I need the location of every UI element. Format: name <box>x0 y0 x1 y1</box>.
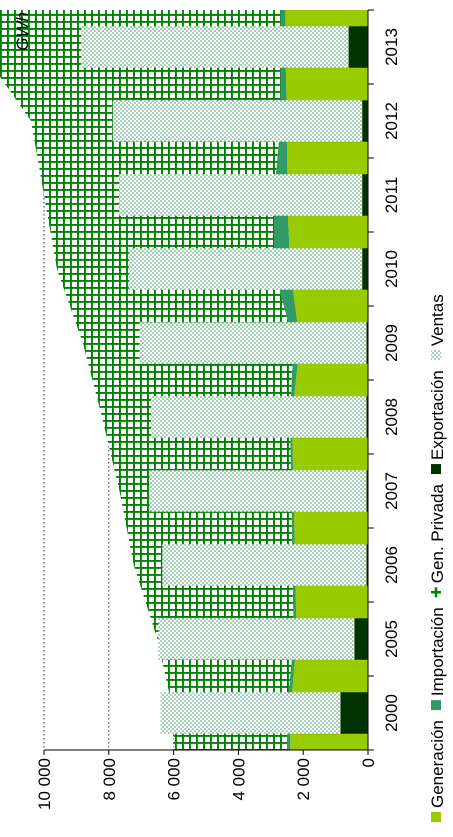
legend-label-ventas: Ventas <box>428 294 447 346</box>
value-tick-label-10000: 10 000 <box>35 758 54 810</box>
bar-exportacion-2007 <box>366 470 368 512</box>
value-tick-label-4000: 4 000 <box>229 758 248 801</box>
bar-ventas-2000 <box>160 692 341 734</box>
legend-swatch-generacion <box>431 812 441 822</box>
category-label-2009: 2009 <box>382 324 401 362</box>
bar-ventas-2011 <box>119 174 363 216</box>
bar-exportacion-2013 <box>348 26 368 68</box>
legend-label-generacion: Generación <box>428 720 447 808</box>
category-label-2005: 2005 <box>382 620 401 658</box>
category-label-2010: 2010 <box>382 250 401 288</box>
bar-exportacion-2008 <box>366 396 368 438</box>
bar-exportacion-2005 <box>354 618 368 660</box>
value-tick-label-6000: 6 000 <box>165 758 184 801</box>
legend-label-gen-privada: Gen. Privada <box>428 484 447 584</box>
axes: 2000 2005 2006 2007 2008 2009 2010 2011 2012 2013… <box>35 9 401 810</box>
legend-swatch-importacion <box>431 700 441 711</box>
value-tick-label-8000: 8 000 <box>100 758 119 801</box>
legend-swatch-gen-privada <box>431 587 441 598</box>
bar-ventas-2009 <box>139 322 367 364</box>
category-label-2007: 2007 <box>382 472 401 510</box>
bar-exportacion-2012 <box>362 100 368 142</box>
bar-ventas-2006 <box>162 544 367 586</box>
bar-exportacion-2006 <box>366 544 368 586</box>
category-label-2013: 2013 <box>382 28 401 66</box>
bar-exportacion-2010 <box>362 248 368 290</box>
category-label-2011: 2011 <box>382 177 401 214</box>
bar-series <box>81 26 368 734</box>
category-label-2008: 2008 <box>382 398 401 436</box>
bar-ventas-2013 <box>81 26 349 68</box>
legend-label-exportacion: Exportación <box>428 370 447 460</box>
legend: Generación Importación Gen. Privada Exporta… <box>428 294 447 822</box>
bar-ventas-2010 <box>128 248 363 290</box>
legend-swatch-exportacion <box>431 464 441 475</box>
value-tick-label-0: 0 <box>359 758 378 767</box>
legend-swatch-ventas <box>431 350 441 361</box>
bar-ventas-2008 <box>150 396 367 438</box>
bar-exportacion-2009 <box>366 322 368 364</box>
value-tick-label-2000: 2 000 <box>294 758 313 801</box>
category-label-2006: 2006 <box>382 546 401 584</box>
legend-label-importacion: Importación <box>428 607 447 696</box>
bar-exportacion-2000 <box>340 692 368 734</box>
bar-ventas-2012 <box>112 100 363 142</box>
category-label-2012: 2012 <box>382 102 401 140</box>
bar-exportacion-2011 <box>362 174 368 216</box>
bar-ventas-2007 <box>149 470 367 512</box>
category-label-2000: 2000 <box>382 694 401 732</box>
unit-label: GWh <box>13 12 32 51</box>
bar-ventas-2005 <box>158 618 355 660</box>
